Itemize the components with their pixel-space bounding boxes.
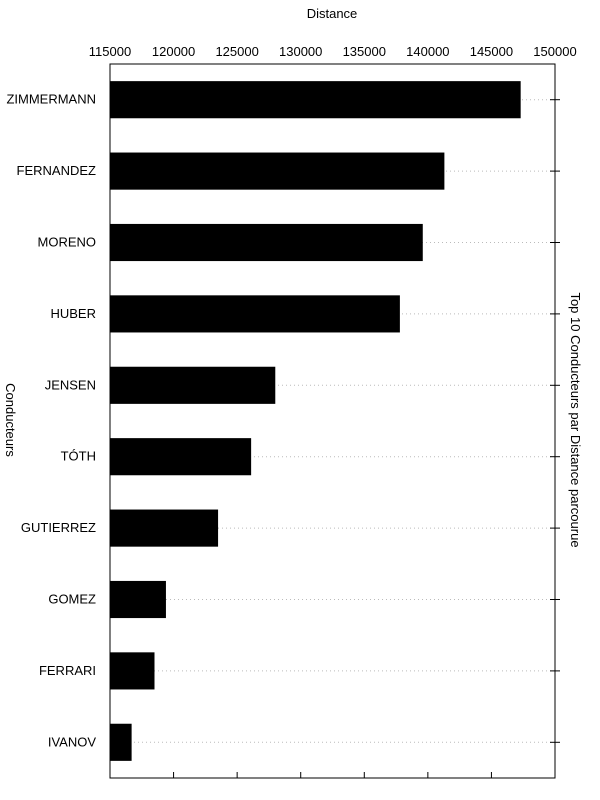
bar xyxy=(110,580,166,619)
bar xyxy=(110,366,276,404)
y-tick-label: ZIMMERMANN xyxy=(6,92,96,107)
bar xyxy=(110,152,445,190)
ticks xyxy=(109,99,560,778)
y-tick-label: MORENO xyxy=(38,235,97,250)
y-tick-label: FERNANDEZ xyxy=(17,163,97,178)
y-tick-label: TÓTH xyxy=(61,449,96,464)
x-tick-label: 120000 xyxy=(152,44,195,59)
bar xyxy=(110,509,219,547)
bar xyxy=(110,723,132,761)
bar xyxy=(110,438,252,476)
x-tick-label: 135000 xyxy=(343,44,386,59)
bar xyxy=(110,295,400,333)
x-tick-label: 125000 xyxy=(215,44,258,59)
y-axis-label: Conducteurs xyxy=(3,383,18,457)
y-tick-label: GOMEZ xyxy=(48,592,96,607)
bar xyxy=(110,223,423,262)
gridlines xyxy=(110,99,555,743)
chart-title: Top 10 Conducteurs par Distance parcouru… xyxy=(568,292,583,547)
bars xyxy=(110,81,521,761)
y-tick-label: FERRARI xyxy=(39,663,96,678)
tick-labels: ZIMMERMANN FERNANDEZ MORENO HUBER JENSEN TÓTH… xyxy=(6,44,576,749)
x-axis-label: Distance xyxy=(307,6,358,21)
y-tick-label: HUBER xyxy=(50,306,96,321)
y-tick-label: GUTIERREZ xyxy=(21,520,96,535)
y-tick-label: JENSEN xyxy=(45,377,96,392)
bar xyxy=(110,652,155,690)
x-tick-label: 150000 xyxy=(533,44,576,59)
plot-frame xyxy=(109,63,556,779)
bar xyxy=(110,81,521,119)
y-tick-label: IVANOV xyxy=(48,734,96,749)
x-tick-label: 130000 xyxy=(279,44,322,59)
x-tick-label: 145000 xyxy=(470,44,513,59)
x-tick-label: 115000 xyxy=(89,44,131,59)
x-tick-label: 140000 xyxy=(406,44,449,59)
